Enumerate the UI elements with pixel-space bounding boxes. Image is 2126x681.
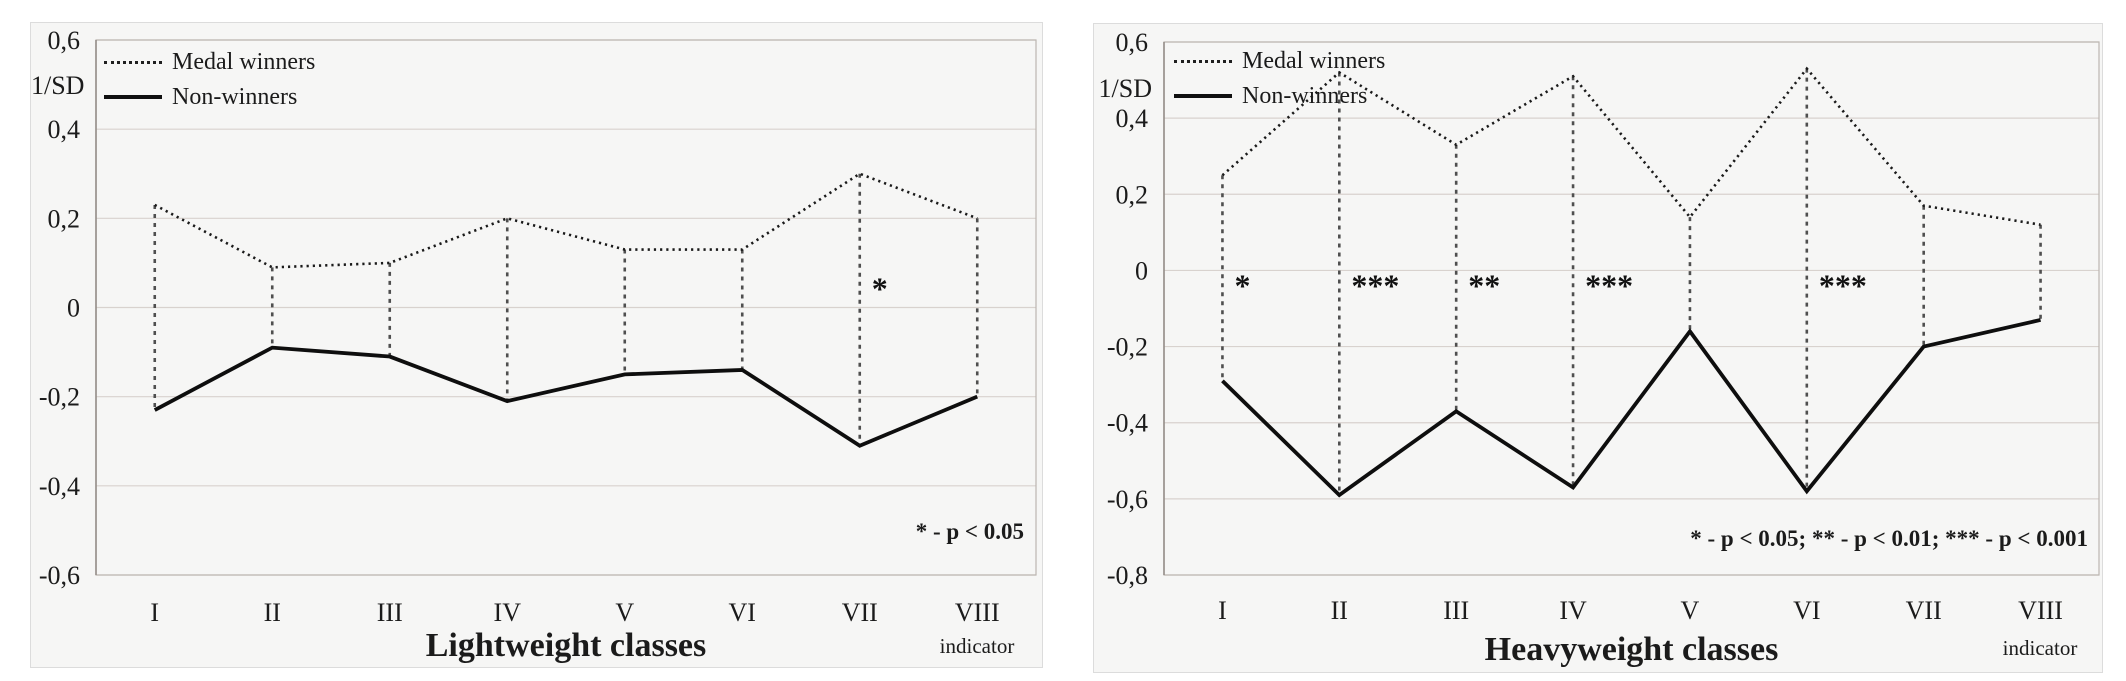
x-axis-note: indicator: [2002, 636, 2078, 660]
y-tick-label: 0,6: [48, 26, 81, 55]
significance-note: * - p < 0.05: [915, 519, 1024, 544]
x-tick-label: VI: [729, 598, 756, 627]
lightweight-plot-svg: 0,60,40,20-0,2-0,4-0,6I II III IV V VI VII VIII…: [39, 26, 1037, 627]
y-tick-label: 0,4: [48, 115, 81, 144]
significance-stars: *: [872, 271, 888, 307]
x-tick-label: III: [1443, 596, 1469, 625]
x-tick-label: I: [150, 598, 159, 627]
y-tick-label: 0,6: [1116, 28, 1149, 57]
legend-label: Non-winners: [172, 84, 298, 110]
significance-stars: **: [1468, 267, 1500, 303]
y-tick-label: -0,6: [39, 561, 80, 590]
solid-line-sample: [104, 95, 162, 99]
chart-panel-heavyweight: 0,6 0,4 0,2 0 -0,2 -0,4 -0,6 -0,8 I II III IV V VI VII…: [1093, 23, 2103, 673]
chart-title-lightweight: Lightweight classes: [425, 627, 707, 664]
solid-line-sample: [1174, 94, 1232, 98]
y-tick-label: -0,4: [1107, 409, 1148, 438]
series-line-dotted: [1221, 66, 2041, 227]
x-tick-label: VII: [842, 598, 878, 627]
y-tick-label: 0,2: [1116, 180, 1149, 209]
chart-title-heavyweight: Heavyweight classes: [1484, 631, 1779, 668]
significance-stars: *: [1234, 267, 1250, 303]
legend: Medal winners Non-winners: [104, 50, 315, 109]
y-tick-label: 0: [1135, 256, 1148, 285]
legend-item-medal-winners: Medal winners: [104, 50, 315, 74]
y-tick-label: 0,4: [1116, 104, 1149, 133]
legend-item-non-winners: Non-winners: [1174, 84, 1385, 108]
significance-stars: ***: [1351, 267, 1399, 303]
series-line-dotted: [154, 172, 978, 269]
x-tick-label: VIII: [955, 598, 1000, 627]
y-tick-label: 0,2: [48, 204, 81, 233]
dotted-line-sample: [104, 60, 162, 64]
x-tick-label: VI: [1793, 596, 1820, 625]
x-tick-label: IV: [1559, 596, 1587, 625]
plot-area-border: [1163, 41, 2100, 576]
x-tick-label: II: [264, 598, 281, 627]
y-axis-unit-label: 1/SD: [31, 71, 85, 100]
y-tick-label: -0,8: [1107, 561, 1148, 590]
x-tick-label: V: [1681, 596, 1700, 625]
y-tick-label: 0: [67, 294, 80, 323]
significance-note: * - p < 0.05; ** - p < 0.01; *** - p < 0…: [1690, 526, 2088, 551]
x-tick-label: IV: [494, 598, 522, 627]
significance-stars: ***: [1585, 267, 1633, 303]
y-tick-label: -0,2: [39, 383, 80, 412]
x-axis-note: indicator: [939, 634, 1015, 658]
significance-stars: ***: [1819, 267, 1867, 303]
y-tick-label: -0,6: [1107, 485, 1148, 514]
legend-label: Medal winners: [172, 49, 316, 75]
x-tick-label: II: [1331, 596, 1348, 625]
x-tick-label: III: [377, 598, 403, 627]
x-tick-label: I: [1218, 596, 1227, 625]
legend-label: Non-winners: [1242, 83, 1368, 109]
legend: Medal winners Non-winners: [1174, 49, 1385, 108]
y-tick-label: -0,4: [39, 472, 80, 501]
chart-panel-lightweight: 0,6 0,4 0,2 0 -0,2 -0,4 -0,6 I II III IV V VI VII VIII…: [30, 22, 1043, 668]
y-axis-unit-label: 1/SD: [1098, 74, 1152, 103]
x-tick-label: VIII: [2018, 596, 2063, 625]
x-tick-label: VII: [1906, 596, 1942, 625]
dotted-line-sample: [1174, 59, 1232, 63]
series-line-solid: [153, 345, 978, 448]
legend-label: Medal winners: [1242, 48, 1386, 74]
legend-item-medal-winners: Medal winners: [1174, 49, 1385, 73]
series-line-solid: [1221, 318, 2041, 498]
heavyweight-plot-svg: 0,60,40,20-0,2-0,4-0,6-0,8I II III IV V VI VII…: [1107, 28, 2100, 625]
legend-item-non-winners: Non-winners: [104, 85, 315, 109]
x-tick-label: V: [615, 598, 634, 627]
y-tick-label: -0,2: [1107, 333, 1148, 362]
